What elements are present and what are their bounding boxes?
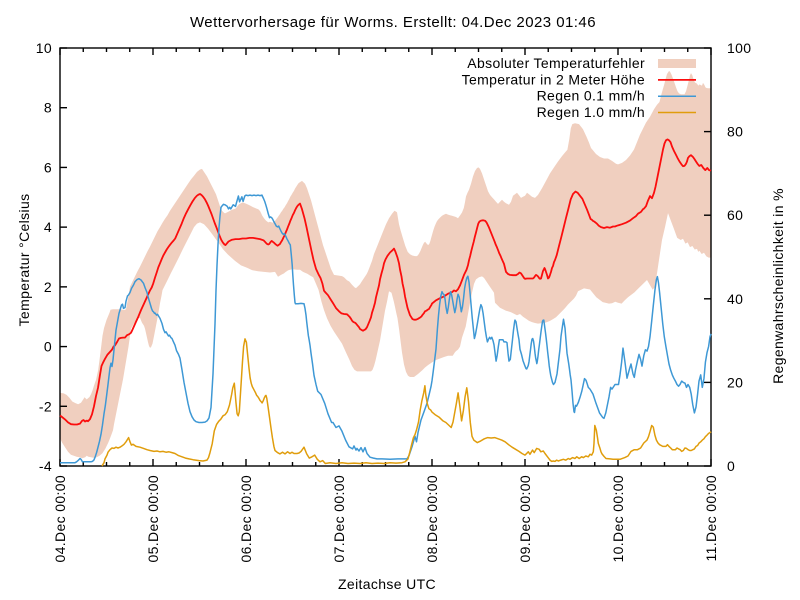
svg-text:05.Dec 00:00: 05.Dec 00:00: [145, 475, 161, 562]
svg-text:Temperatur °Celsius: Temperatur °Celsius: [16, 194, 32, 327]
svg-text:2: 2: [44, 279, 52, 295]
svg-text:4: 4: [44, 219, 52, 235]
svg-text:Regen 0.1 mm/h: Regen 0.1 mm/h: [537, 88, 645, 104]
svg-text:10.Dec 00:00: 10.Dec 00:00: [610, 475, 626, 562]
svg-text:Wettervorhersage für Worms. Er: Wettervorhersage für Worms. Erstellt: 04…: [190, 14, 596, 31]
svg-text:08.Dec 00:00: 08.Dec 00:00: [424, 475, 440, 562]
svg-text:100: 100: [727, 40, 751, 56]
svg-text:09.Dec 00:00: 09.Dec 00:00: [517, 475, 533, 562]
svg-text:Zeitachse UTC: Zeitachse UTC: [338, 576, 436, 592]
svg-text:06.Dec 00:00: 06.Dec 00:00: [238, 475, 254, 562]
svg-text:Regenwahrscheinlichkeit in %: Regenwahrscheinlichkeit in %: [770, 188, 786, 384]
svg-text:6: 6: [44, 159, 52, 175]
svg-text:04.Dec 00:00: 04.Dec 00:00: [52, 475, 68, 562]
svg-text:80: 80: [727, 124, 743, 140]
svg-text:07.Dec 00:00: 07.Dec 00:00: [331, 475, 347, 562]
svg-text:20: 20: [727, 374, 743, 390]
svg-text:Regen 1.0 mm/h: Regen 1.0 mm/h: [537, 104, 645, 120]
svg-text:Absoluter Temperaturfehler: Absoluter Temperaturfehler: [467, 55, 645, 71]
svg-text:8: 8: [44, 100, 52, 116]
svg-text:11.Dec 00:00: 11.Dec 00:00: [703, 475, 719, 561]
svg-text:0: 0: [44, 339, 52, 355]
svg-text:-4: -4: [39, 458, 52, 474]
svg-text:60: 60: [727, 207, 743, 223]
svg-text:40: 40: [727, 291, 743, 307]
svg-text:Temperatur in 2 Meter Höhe: Temperatur in 2 Meter Höhe: [462, 71, 645, 87]
svg-text:-2: -2: [39, 398, 52, 414]
svg-text:10: 10: [36, 40, 52, 56]
svg-text:0: 0: [727, 458, 735, 474]
